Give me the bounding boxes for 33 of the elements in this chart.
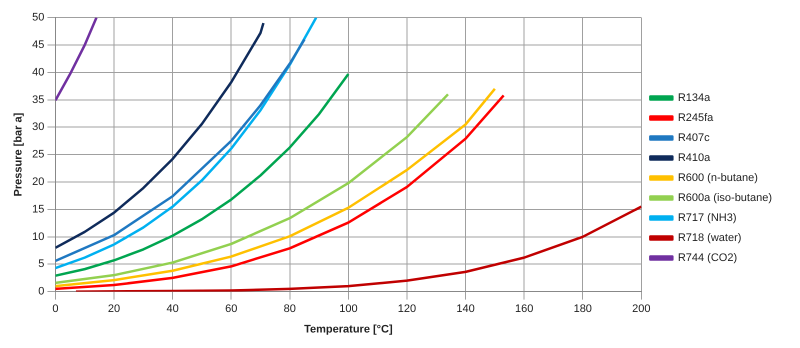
legend-label: R600a (iso-butane)	[678, 192, 772, 204]
x-tick-label: 40	[166, 303, 179, 316]
x-tick-label: 20	[108, 303, 120, 316]
y-tick-label: 30	[32, 121, 44, 134]
legend-label: R407c	[678, 132, 710, 144]
y-tick-label: 40	[32, 66, 44, 78]
x-axis-title: Temperature [°C]	[304, 323, 393, 336]
legend-label: R245fa	[678, 112, 714, 124]
y-tick-label: 45	[32, 39, 44, 52]
x-tick-label: 80	[284, 303, 296, 316]
y-tick-label: 35	[32, 94, 44, 106]
y-tick-label: 5	[38, 258, 44, 270]
y-axis-title: Pressure [bar a]	[12, 112, 25, 196]
legend-label: R134a	[678, 92, 712, 104]
y-tick-label: 15	[32, 203, 44, 216]
legend-label: R600 (n-butane)	[678, 172, 758, 184]
x-tick-label: 140	[456, 303, 475, 316]
x-tick-label: 100	[339, 303, 358, 316]
y-tick-label: 10	[32, 230, 44, 243]
x-tick-label: 180	[574, 303, 592, 316]
y-tick-label: 0	[38, 286, 44, 298]
y-tick-label: 50	[32, 12, 44, 24]
y-tick-label: 20	[32, 176, 44, 188]
y-tick-label: 25	[32, 148, 44, 161]
x-tick-label: 120	[398, 303, 416, 316]
x-tick-label: 200	[632, 303, 651, 316]
legend-label: R718 (water)	[678, 232, 742, 244]
legend-label: R717 (NH3)	[678, 212, 737, 224]
x-tick-label: 60	[225, 303, 238, 316]
legend-label: R410a	[678, 152, 712, 164]
x-tick-label: 160	[514, 303, 534, 316]
x-tick-label: 0	[52, 303, 58, 316]
legend-label: R744 (CO2)	[678, 252, 738, 264]
